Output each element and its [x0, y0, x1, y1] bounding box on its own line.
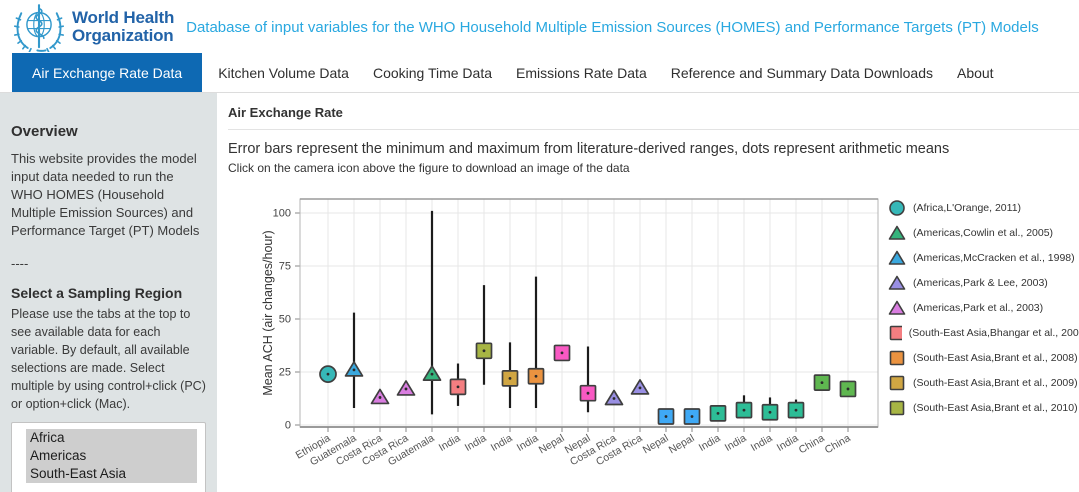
- legend-item[interactable]: (South-East Asia,Brant et al., 2008): [888, 345, 1079, 370]
- mean-dot: [846, 387, 850, 391]
- region-option-south-east-asia[interactable]: South-East Asia: [26, 465, 197, 484]
- x-tick-label: India: [489, 432, 515, 454]
- mean-dot: [482, 349, 486, 353]
- mean-dot: [430, 372, 434, 376]
- mean-dot: [378, 396, 382, 399]
- divider-text: ----: [11, 255, 29, 271]
- legend-label: (South-East Asia,Bhangar et al., 2006): [908, 326, 1079, 339]
- legend-item[interactable]: (Americas,McCracken et al., 1998): [888, 245, 1079, 270]
- legend-label: (Americas,Cowlin et al., 2005): [913, 226, 1054, 239]
- app-header: World Health Organization Database of in…: [0, 0, 1079, 53]
- x-tick-label: India: [437, 432, 463, 454]
- tab-kitchen-volume-data[interactable]: Kitchen Volume Data: [218, 64, 349, 81]
- y-axis-title: Mean ACH (air changes/hour): [261, 230, 275, 395]
- region-option-americas[interactable]: Americas: [26, 447, 197, 466]
- tab-air-exchange-rate-data[interactable]: Air Exchange Rate Data: [12, 53, 203, 92]
- legend-item[interactable]: (South-East Asia,Brant et al., 2009): [888, 370, 1079, 395]
- region-help-text: Please use the tabs at the top to see av…: [11, 306, 206, 412]
- legend-label: (Americas,Park & Lee, 2003): [913, 276, 1048, 289]
- legend-label: (South-East Asia,Brant et al., 2010): [913, 401, 1078, 414]
- legend-item[interactable]: (Americas,Park et al., 2003): [888, 295, 1079, 320]
- mean-dot: [456, 385, 460, 389]
- sidebar: Overview This website provides the model…: [0, 93, 217, 492]
- mean-dot: [794, 408, 798, 412]
- legend-label: (South-East Asia,Brant et al., 2008): [913, 351, 1078, 364]
- mean-dot: [560, 351, 564, 355]
- tab-cooking-time-data[interactable]: Cooking Time Data: [372, 64, 493, 81]
- who-emblem-icon: [14, 3, 64, 52]
- legend-label: (Americas,McCracken et al., 1998): [913, 251, 1075, 264]
- x-tick-label: China: [797, 432, 827, 456]
- x-tick-label: Nepal: [641, 432, 671, 456]
- main-panel: Air Exchange Rate Error bars represent t…: [217, 93, 1079, 492]
- org-name: World Health Organization: [72, 9, 174, 44]
- region-heading: Select a Sampling Region: [11, 284, 183, 301]
- overview-text: This website provides the model input da…: [11, 151, 200, 238]
- panel-title: Air Exchange Rate: [228, 102, 1079, 130]
- tab-emissions-rate-data[interactable]: Emissions Rate Data: [516, 64, 647, 81]
- legend-marker-icon: [888, 250, 906, 265]
- y-tick-label: 50: [279, 314, 291, 326]
- mean-dot: [586, 391, 590, 395]
- legend-marker-icon: [888, 225, 906, 240]
- legend-marker-icon: [889, 400, 905, 415]
- page-title: Database of input variables for the WHO …: [186, 19, 1039, 36]
- org-name-line2: Organization: [72, 25, 174, 45]
- chart-legend: (Africa,L'Orange, 2011) (Americas,Cowlin …: [888, 181, 1079, 487]
- region-option-africa[interactable]: Africa: [26, 429, 197, 448]
- ach-chart: 0 25 50 75 100 Ethiopia Guatemala Costa Rica Cos…: [228, 181, 1079, 487]
- tab-about[interactable]: About: [956, 64, 994, 81]
- x-tick-label: India: [723, 432, 749, 454]
- legend-marker-icon: [889, 325, 902, 340]
- legend-marker-icon: [889, 199, 905, 216]
- chart-subtitle: Error bars represent the minimum and max…: [228, 141, 950, 157]
- main-nav: Air Exchange Rate Data Kitchen Volume Da…: [0, 53, 1079, 93]
- x-tick-label: Nepal: [537, 432, 567, 456]
- mean-dot: [508, 376, 512, 380]
- x-tick-label: India: [463, 432, 489, 454]
- x-tick-label: India: [749, 432, 775, 454]
- mean-dot: [534, 374, 538, 378]
- mean-dot: [768, 410, 772, 414]
- x-tick-label: India: [515, 432, 541, 454]
- legend-marker-icon: [888, 300, 906, 315]
- mean-dot: [664, 415, 668, 418]
- y-tick-label: 25: [279, 367, 291, 379]
- legend-item[interactable]: (Americas,Park & Lee, 2003): [888, 270, 1079, 295]
- legend-item[interactable]: (South-East Asia,Bhangar et al., 2006): [888, 320, 1079, 345]
- mean-dot: [690, 415, 694, 418]
- x-tick-label: China: [823, 432, 853, 456]
- who-logo: World Health Organization: [13, 2, 174, 52]
- mean-dot: [404, 387, 408, 391]
- x-tick-label: Nepal: [667, 432, 697, 456]
- y-tick-label: 0: [285, 420, 291, 432]
- x-tick-label: India: [775, 432, 801, 454]
- legend-marker-icon: [888, 275, 906, 290]
- mean-dot: [638, 386, 642, 390]
- overview-heading: Overview: [11, 123, 78, 140]
- y-tick-label: 75: [279, 261, 291, 273]
- legend-label: (Africa,L'Orange, 2011): [913, 201, 1022, 214]
- x-tick-label: India: [697, 432, 723, 454]
- mean-dot: [612, 397, 616, 400]
- camera-note: Click on the camera icon above the figur…: [228, 161, 630, 175]
- legend-marker-icon: [889, 375, 905, 390]
- legend-item[interactable]: (Americas,Cowlin et al., 2005): [888, 220, 1079, 245]
- mean-dot: [716, 411, 720, 415]
- legend-marker-icon: [889, 350, 905, 365]
- y-tick-label: 100: [273, 208, 291, 220]
- mean-dot: [352, 368, 356, 372]
- legend-label: (South-East Asia,Brant et al., 2009): [913, 376, 1078, 389]
- region-listbox[interactable]: Africa Americas South-East Asia: [11, 422, 206, 492]
- mean-dot: [820, 381, 824, 384]
- tab-reference-downloads[interactable]: Reference and Summary Data Downloads: [670, 64, 933, 81]
- legend-item[interactable]: (Africa,L'Orange, 2011): [888, 195, 1079, 220]
- org-name-line1: World Health: [72, 8, 175, 28]
- legend-item[interactable]: (South-East Asia,Brant et al., 2010): [888, 395, 1079, 420]
- mean-dot: [742, 408, 746, 412]
- legend-label: (Americas,Park et al., 2003): [913, 301, 1044, 314]
- mean-dot: [326, 372, 330, 376]
